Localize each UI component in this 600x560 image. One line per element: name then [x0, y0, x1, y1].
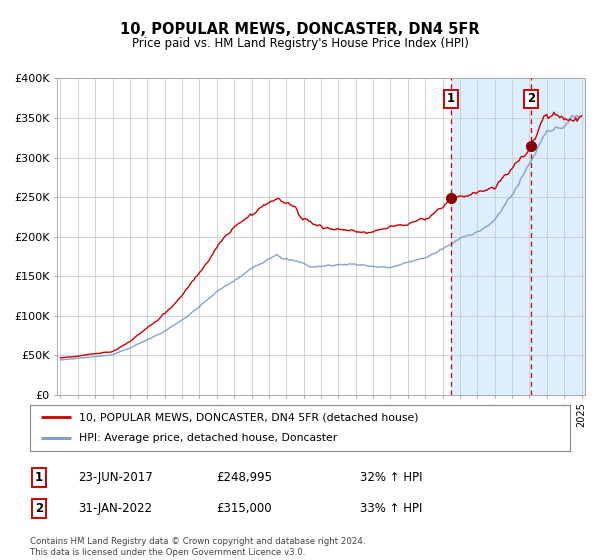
- Text: 10, POPULAR MEWS, DONCASTER, DN4 5FR: 10, POPULAR MEWS, DONCASTER, DN4 5FR: [120, 22, 480, 38]
- Text: 10, POPULAR MEWS, DONCASTER, DN4 5FR (detached house): 10, POPULAR MEWS, DONCASTER, DN4 5FR (de…: [79, 412, 418, 422]
- Text: £248,995: £248,995: [216, 470, 272, 484]
- Text: HPI: Average price, detached house, Doncaster: HPI: Average price, detached house, Donc…: [79, 433, 337, 444]
- Text: 2: 2: [527, 92, 535, 105]
- Text: £315,000: £315,000: [216, 502, 272, 515]
- Text: 1: 1: [35, 470, 43, 484]
- Text: 31-JAN-2022: 31-JAN-2022: [78, 502, 152, 515]
- Text: 1: 1: [446, 92, 455, 105]
- Text: 32% ↑ HPI: 32% ↑ HPI: [360, 470, 422, 484]
- Text: 2: 2: [35, 502, 43, 515]
- Text: 33% ↑ HPI: 33% ↑ HPI: [360, 502, 422, 515]
- Bar: [451, 78, 599, 395]
- Text: Contains HM Land Registry data © Crown copyright and database right 2024.
This d: Contains HM Land Registry data © Crown c…: [30, 537, 365, 557]
- Text: Price paid vs. HM Land Registry's House Price Index (HPI): Price paid vs. HM Land Registry's House …: [131, 37, 469, 50]
- Text: 23-JUN-2017: 23-JUN-2017: [78, 470, 153, 484]
